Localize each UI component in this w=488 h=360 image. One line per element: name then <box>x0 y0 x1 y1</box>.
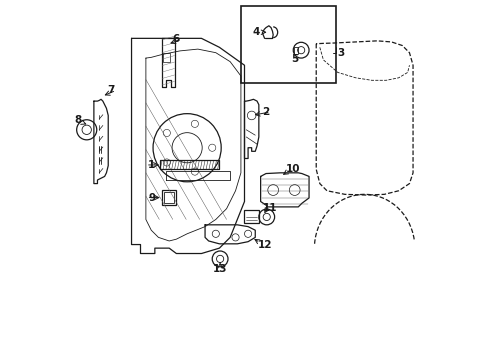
Bar <box>244 211 258 223</box>
Text: 7: 7 <box>107 85 114 95</box>
Text: 13: 13 <box>212 264 227 274</box>
Text: 2: 2 <box>261 107 268 117</box>
Text: 8: 8 <box>74 115 81 125</box>
Text: 11: 11 <box>263 203 277 213</box>
Bar <box>162 190 175 205</box>
Bar <box>163 53 169 62</box>
Bar <box>241 6 335 83</box>
Text: 4: 4 <box>252 27 260 37</box>
Text: 12: 12 <box>258 240 272 250</box>
Bar <box>163 192 174 203</box>
Text: 5: 5 <box>290 54 298 64</box>
Text: 3: 3 <box>337 48 344 58</box>
Text: 9: 9 <box>148 193 155 203</box>
Text: 6: 6 <box>172 34 180 44</box>
Text: 1: 1 <box>147 160 155 170</box>
Text: 10: 10 <box>285 164 300 174</box>
